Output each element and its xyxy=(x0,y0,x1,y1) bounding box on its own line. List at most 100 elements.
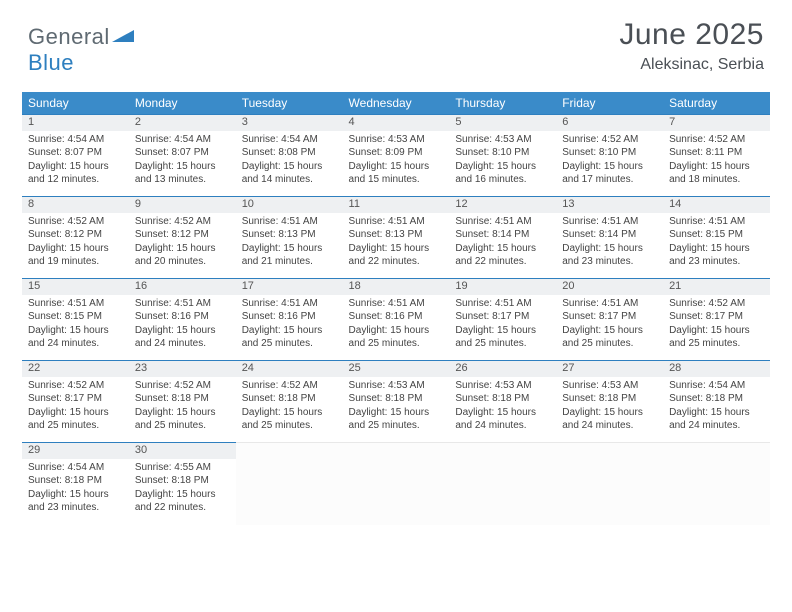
day-cell: Sunrise: 4:51 AMSunset: 8:13 PMDaylight:… xyxy=(343,213,450,279)
day-number: 14 xyxy=(663,197,770,213)
sunset-text: Sunset: 8:08 PM xyxy=(242,146,337,160)
logo-triangle-icon xyxy=(112,22,134,48)
day-cell: Sunrise: 4:54 AMSunset: 8:08 PMDaylight:… xyxy=(236,131,343,197)
sunset-text: Sunset: 8:07 PM xyxy=(28,146,123,160)
daylight-text: Daylight: 15 hours and 24 minutes. xyxy=(455,406,550,433)
daylight-text: Daylight: 15 hours and 21 minutes. xyxy=(242,242,337,269)
sunset-text: Sunset: 8:12 PM xyxy=(28,228,123,242)
day-info: Sunrise: 4:52 AMSunset: 8:18 PMDaylight:… xyxy=(242,379,337,433)
header: General Blue June 2025 Aleksinac, Serbia xyxy=(0,0,792,92)
day-cell: Sunrise: 4:53 AMSunset: 8:09 PMDaylight:… xyxy=(343,131,450,197)
day-cell: Sunrise: 4:52 AMSunset: 8:11 PMDaylight:… xyxy=(663,131,770,197)
day-cell: Sunrise: 4:51 AMSunset: 8:13 PMDaylight:… xyxy=(236,213,343,279)
daylight-text: Daylight: 15 hours and 24 minutes. xyxy=(28,324,123,351)
sunset-text: Sunset: 8:14 PM xyxy=(455,228,550,242)
brand-logo: General Blue xyxy=(28,22,134,76)
location-text: Aleksinac, Serbia xyxy=(619,56,764,74)
sunrise-text: Sunrise: 4:53 AM xyxy=(455,133,550,147)
day-info: Sunrise: 4:52 AMSunset: 8:17 PMDaylight:… xyxy=(669,297,764,351)
daylight-text: Daylight: 15 hours and 16 minutes. xyxy=(455,160,550,187)
day-cell: Sunrise: 4:51 AMSunset: 8:16 PMDaylight:… xyxy=(236,295,343,361)
empty-cell xyxy=(663,459,770,525)
empty-cell xyxy=(449,443,556,459)
sunset-text: Sunset: 8:18 PM xyxy=(135,392,230,406)
sunrise-text: Sunrise: 4:52 AM xyxy=(135,379,230,393)
day-info: Sunrise: 4:54 AMSunset: 8:07 PMDaylight:… xyxy=(28,133,123,187)
day-cell: Sunrise: 4:54 AMSunset: 8:18 PMDaylight:… xyxy=(22,459,129,525)
sunset-text: Sunset: 8:18 PM xyxy=(669,392,764,406)
day-number: 29 xyxy=(22,443,129,459)
day-header: Monday xyxy=(129,92,236,115)
sunrise-text: Sunrise: 4:52 AM xyxy=(28,215,123,229)
sunset-text: Sunset: 8:13 PM xyxy=(242,228,337,242)
day-info: Sunrise: 4:51 AMSunset: 8:14 PMDaylight:… xyxy=(455,215,550,269)
day-content-row: Sunrise: 4:54 AM Sunset: 8:18 PM Daylight:… xyxy=(22,459,770,525)
daylight-text: Daylight: 15 hours and 22 minutes. xyxy=(455,242,550,269)
day-header-row: SundayMondayTuesdayWednesdayThursdayFrid… xyxy=(22,92,770,115)
day-number: 7 xyxy=(663,115,770,131)
day-number: 22 xyxy=(22,361,129,377)
day-info: Sunrise: 4:53 AMSunset: 8:18 PMDaylight:… xyxy=(349,379,444,433)
sunset-text: Sunset: 8:14 PM xyxy=(562,228,657,242)
day-number: 5 xyxy=(449,115,556,131)
daylight-text: Daylight: 15 hours and 25 minutes. xyxy=(562,324,657,351)
day-cell: Sunrise: 4:54 AMSunset: 8:18 PMDaylight:… xyxy=(663,377,770,443)
day-cell: Sunrise: 4:51 AMSunset: 8:16 PMDaylight:… xyxy=(129,295,236,361)
day-cell: Sunrise: 4:51 AMSunset: 8:17 PMDaylight:… xyxy=(449,295,556,361)
day-header: Friday xyxy=(556,92,663,115)
empty-cell xyxy=(236,443,343,459)
day-number: 15 xyxy=(22,279,129,295)
sunrise-text: Sunrise: 4:51 AM xyxy=(455,297,550,311)
day-number-row: 22232425262728 xyxy=(22,361,770,377)
sunrise-text: Sunrise: 4:54 AM xyxy=(135,133,230,147)
empty-cell xyxy=(663,443,770,459)
day-number: 26 xyxy=(449,361,556,377)
sunrise-text: Sunrise: 4:51 AM xyxy=(28,297,123,311)
day-cell: Sunrise: 4:51 AMSunset: 8:14 PMDaylight:… xyxy=(556,213,663,279)
day-info: Sunrise: 4:51 AMSunset: 8:13 PMDaylight:… xyxy=(242,215,337,269)
day-number: 25 xyxy=(343,361,450,377)
sunrise-text: Sunrise: 4:52 AM xyxy=(669,133,764,147)
day-number: 23 xyxy=(129,361,236,377)
day-cell: Sunrise: 4:52 AMSunset: 8:10 PMDaylight:… xyxy=(556,131,663,197)
day-info: Sunrise: 4:51 AMSunset: 8:16 PMDaylight:… xyxy=(135,297,230,351)
day-number: 6 xyxy=(556,115,663,131)
day-number: 16 xyxy=(129,279,236,295)
day-header: Tuesday xyxy=(236,92,343,115)
daylight-text: Daylight: 15 hours and 25 minutes. xyxy=(455,324,550,351)
day-info: Sunrise: 4:51 AMSunset: 8:15 PMDaylight:… xyxy=(28,297,123,351)
sunset-text: Sunset: 8:17 PM xyxy=(562,310,657,324)
day-cell: Sunrise: 4:53 AMSunset: 8:18 PMDaylight:… xyxy=(449,377,556,443)
day-number-row: 2930 xyxy=(22,443,770,459)
sunrise-text: Sunrise: 4:54 AM xyxy=(28,461,123,475)
day-header: Thursday xyxy=(449,92,556,115)
sunset-text: Sunset: 8:07 PM xyxy=(135,146,230,160)
brand-part1: General xyxy=(28,24,110,49)
day-info: Sunrise: 4:54 AMSunset: 8:07 PMDaylight:… xyxy=(135,133,230,187)
day-info: Sunrise: 4:55 AMSunset: 8:18 PMDaylight:… xyxy=(135,461,230,515)
daylight-text: Daylight: 15 hours and 23 minutes. xyxy=(28,488,123,515)
sunset-text: Sunset: 8:16 PM xyxy=(135,310,230,324)
day-info: Sunrise: 4:54 AMSunset: 8:18 PMDaylight:… xyxy=(669,379,764,433)
sunrise-text: Sunrise: 4:51 AM xyxy=(562,215,657,229)
day-number-row: 15161718192021 xyxy=(22,279,770,295)
day-number: 17 xyxy=(236,279,343,295)
day-header: Sunday xyxy=(22,92,129,115)
sunset-text: Sunset: 8:18 PM xyxy=(135,474,230,488)
sunset-text: Sunset: 8:11 PM xyxy=(669,146,764,160)
sunrise-text: Sunrise: 4:52 AM xyxy=(135,215,230,229)
daylight-text: Daylight: 15 hours and 24 minutes. xyxy=(562,406,657,433)
empty-cell xyxy=(556,443,663,459)
day-cell: Sunrise: 4:52 AMSunset: 8:18 PMDaylight:… xyxy=(236,377,343,443)
daylight-text: Daylight: 15 hours and 22 minutes. xyxy=(349,242,444,269)
day-cell: Sunrise: 4:51 AMSunset: 8:14 PMDaylight:… xyxy=(449,213,556,279)
sunset-text: Sunset: 8:10 PM xyxy=(455,146,550,160)
day-cell: Sunrise: 4:52 AMSunset: 8:12 PMDaylight:… xyxy=(129,213,236,279)
daylight-text: Daylight: 15 hours and 25 minutes. xyxy=(242,406,337,433)
day-number: 30 xyxy=(129,443,236,459)
daylight-text: Daylight: 15 hours and 14 minutes. xyxy=(242,160,337,187)
sunrise-text: Sunrise: 4:52 AM xyxy=(669,297,764,311)
day-content-row: Sunrise: 4:54 AMSunset: 8:07 PMDaylight:… xyxy=(22,131,770,197)
daylight-text: Daylight: 15 hours and 18 minutes. xyxy=(669,160,764,187)
sunrise-text: Sunrise: 4:51 AM xyxy=(562,297,657,311)
